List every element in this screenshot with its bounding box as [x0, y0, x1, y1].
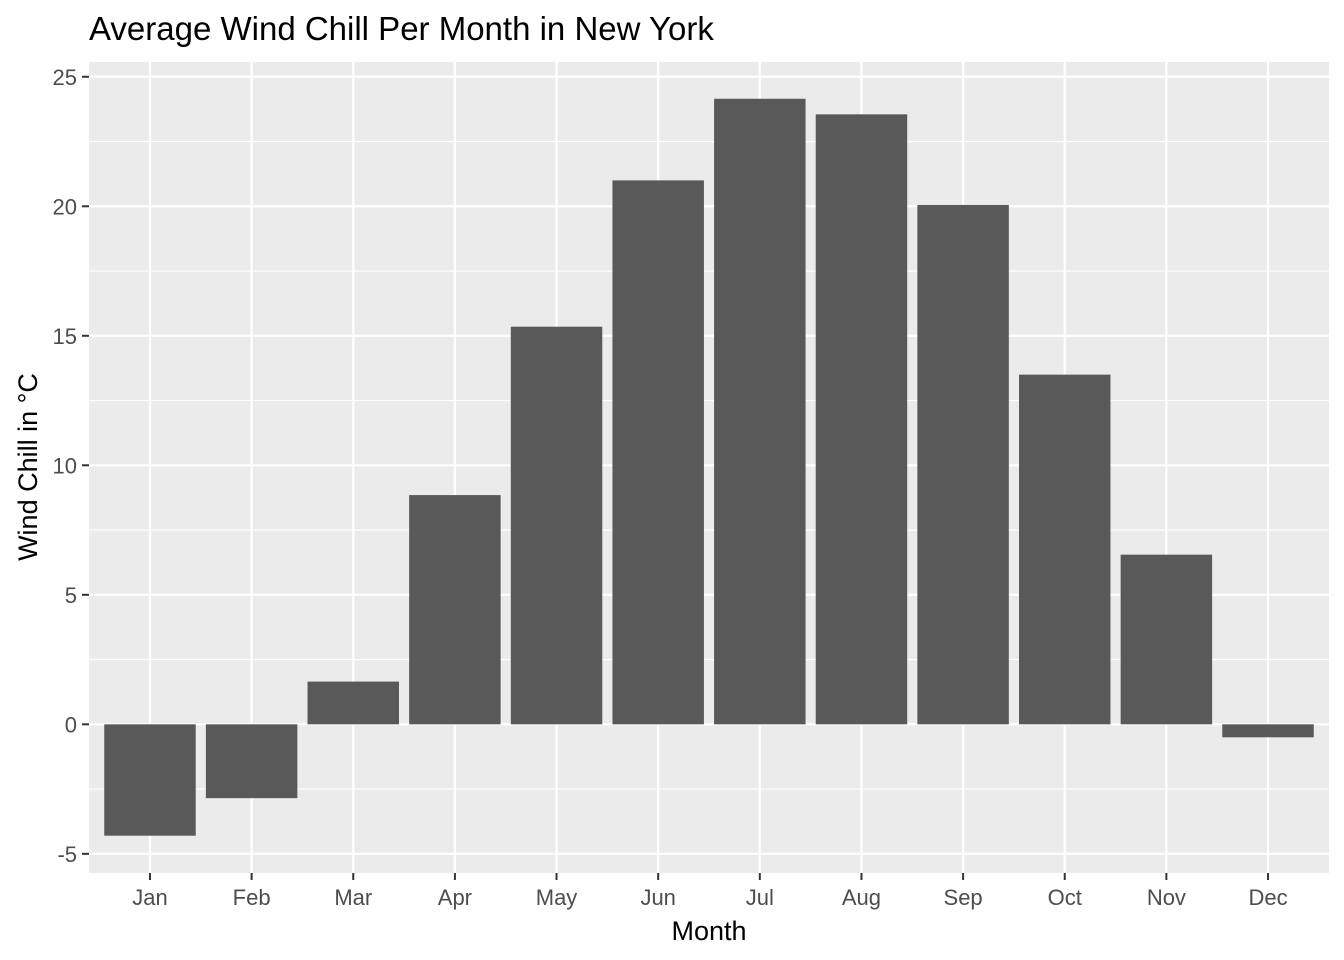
- x-tick-label: Mar: [334, 885, 372, 910]
- y-tick-label: 15: [53, 324, 77, 349]
- x-tick-label: Apr: [438, 885, 472, 910]
- bar-sep: [917, 204, 1009, 725]
- x-tick-label: Jun: [640, 885, 675, 910]
- bar-oct: [1019, 374, 1111, 725]
- bar-dec: [1222, 724, 1314, 738]
- bar-aug: [815, 114, 908, 725]
- chart-title: Average Wind Chill Per Month in New York: [89, 10, 714, 47]
- x-axis-title: Month: [671, 916, 746, 946]
- x-tick-label: May: [536, 885, 578, 910]
- bar-jun: [612, 180, 704, 725]
- bar-may: [510, 326, 603, 725]
- y-axis: -5 0 5 10 15 20 25: [53, 65, 89, 867]
- y-tick-label: 25: [53, 65, 77, 90]
- x-tick-label: Sep: [944, 885, 983, 910]
- bar-mar: [307, 681, 399, 725]
- x-tick-label: Aug: [842, 885, 881, 910]
- y-tick-label: 0: [65, 712, 77, 737]
- x-tick-label: Feb: [233, 885, 271, 910]
- x-axis: Jan Feb Mar Apr May Jun Jul Aug Sep Oct Nov Dec: [132, 873, 1288, 910]
- y-tick-label: 10: [53, 453, 77, 478]
- bar-nov: [1120, 554, 1213, 725]
- bar-jul: [714, 98, 806, 725]
- bars: [104, 98, 1314, 836]
- x-tick-label: Dec: [1248, 885, 1287, 910]
- y-axis-title: Wind Chill in °C: [13, 373, 43, 561]
- x-tick-label: Oct: [1048, 885, 1082, 910]
- x-tick-label: Nov: [1147, 885, 1186, 910]
- x-tick-label: Jul: [746, 885, 774, 910]
- bar-apr: [409, 495, 501, 725]
- x-tick-label: Jan: [132, 885, 167, 910]
- y-tick-label: 5: [65, 583, 77, 608]
- bar-jan: [104, 724, 196, 836]
- y-tick-label: 20: [53, 194, 77, 219]
- y-tick-label: -5: [57, 842, 77, 867]
- bar-feb: [205, 724, 298, 799]
